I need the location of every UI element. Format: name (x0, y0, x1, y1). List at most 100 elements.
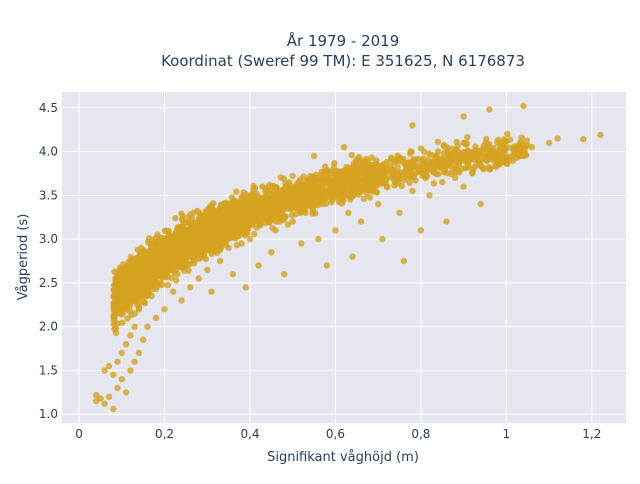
x-tick-label: 0,6 (326, 427, 345, 441)
data-point (127, 367, 134, 374)
data-point (430, 180, 437, 187)
data-point (226, 231, 233, 238)
data-point (392, 157, 399, 164)
data-point (265, 209, 272, 217)
data-point (201, 223, 209, 231)
data-point (178, 235, 185, 243)
data-point (268, 249, 275, 256)
data-point (396, 175, 404, 182)
data-point (400, 257, 407, 265)
data-point (459, 149, 466, 157)
data-point (116, 271, 123, 278)
data-point (271, 211, 278, 218)
data-point (119, 319, 126, 326)
data-point (206, 204, 213, 211)
data-point (456, 159, 463, 166)
data-point (208, 223, 215, 230)
grid (62, 92, 626, 423)
x-tick-label: 0 (75, 427, 83, 441)
data-point (453, 138, 460, 146)
data-point (406, 179, 413, 186)
data-point (221, 237, 229, 245)
data-point (431, 169, 438, 176)
data-point (344, 164, 352, 172)
data-point (244, 230, 251, 237)
data-point (161, 306, 168, 313)
data-point (118, 349, 126, 357)
data-point (545, 139, 553, 146)
data-point (258, 205, 266, 212)
data-point (182, 262, 190, 269)
data-point (110, 371, 117, 378)
data-point (178, 210, 185, 217)
data-point (210, 240, 217, 248)
data-point (306, 181, 313, 189)
data-point (360, 160, 367, 167)
data-point (511, 148, 519, 155)
data-point (248, 209, 256, 216)
data-point (438, 164, 445, 171)
data-point (305, 196, 313, 204)
data-point (368, 178, 375, 185)
data-point (518, 142, 525, 149)
data-point (451, 147, 459, 155)
data-point (110, 405, 117, 413)
data-point (165, 227, 172, 234)
data-point (345, 209, 352, 216)
data-point (295, 178, 302, 186)
data-point (332, 192, 339, 199)
data-point (131, 310, 139, 317)
data-point (204, 266, 211, 273)
data-point (321, 169, 328, 176)
x-tick-label: 0,4 (240, 427, 259, 441)
data-point (451, 174, 459, 181)
data-point (349, 253, 356, 260)
data-point (445, 149, 452, 157)
data-point (282, 199, 289, 207)
data-point (300, 173, 307, 180)
data-point (136, 251, 143, 258)
data-point (383, 183, 390, 190)
data-point (270, 189, 277, 197)
data-point (315, 194, 322, 201)
data-point (340, 187, 348, 194)
data-point (221, 209, 228, 216)
data-point (379, 172, 386, 179)
data-point (415, 155, 422, 163)
data-point (317, 177, 324, 185)
data-point (209, 231, 216, 238)
data-point (328, 199, 335, 206)
data-point (270, 183, 277, 190)
data-point (353, 187, 360, 195)
data-point (140, 336, 147, 343)
x-axis-ticks: 0 0,2 0,4 0,6 0,8 1 1,2 (75, 427, 601, 441)
data-point (179, 248, 186, 256)
data-point (366, 194, 374, 201)
data-point (353, 156, 361, 163)
data-point (323, 262, 331, 269)
data-point (161, 253, 168, 261)
data-point (127, 298, 134, 305)
data-point (469, 170, 476, 177)
data-point (486, 165, 493, 173)
data-point (253, 190, 260, 198)
data-point (122, 291, 129, 298)
data-point (310, 174, 318, 181)
data-point (289, 172, 296, 180)
data-point (328, 168, 335, 175)
data-point (373, 173, 381, 181)
data-point (171, 231, 179, 238)
data-point (105, 362, 113, 370)
data-point (597, 131, 604, 139)
data-point (146, 235, 153, 242)
data-point (464, 162, 472, 169)
data-point (212, 227, 219, 234)
data-point (364, 167, 372, 175)
data-point (173, 226, 181, 233)
data-point (111, 281, 119, 289)
data-point (389, 173, 397, 180)
y-tick-label: 3.5 (39, 188, 58, 202)
data-point (520, 102, 527, 110)
data-point (460, 183, 467, 190)
